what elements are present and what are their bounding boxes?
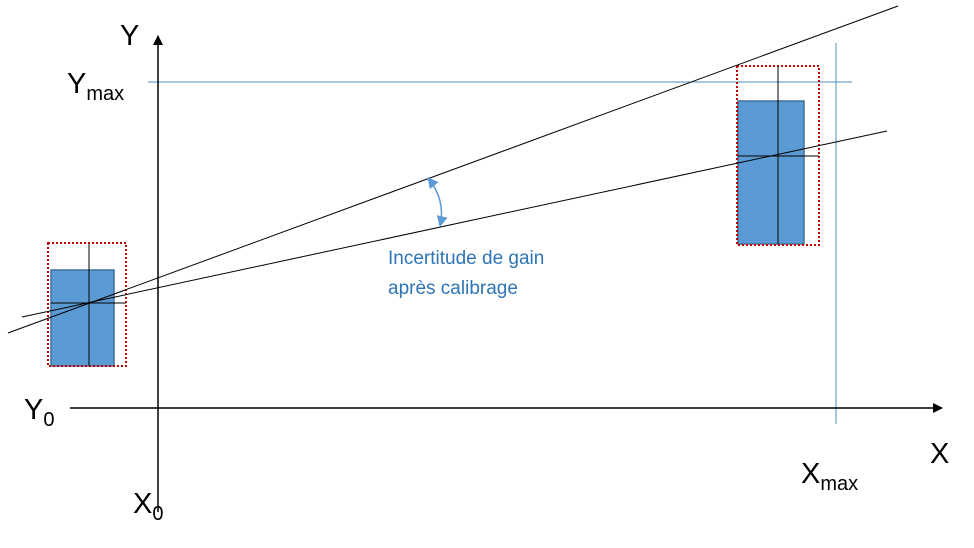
double-headed-arc-arrow-icon: [427, 177, 448, 228]
ymax-label: Ymax: [67, 68, 125, 105]
annotation-line-2: après calibrage: [388, 278, 518, 299]
xmax-label: Xmax: [801, 458, 859, 495]
annotation-line-1: Incertitude de gain: [388, 248, 545, 269]
gain-uncertainty-annotation: Incertitude de gain après calibrage: [388, 244, 544, 304]
shallow-fit-line: [21, 130, 888, 318]
right-crosshair: [738, 66, 819, 244]
left-tolerance-box: [47, 242, 127, 367]
right-error-box: [737, 100, 805, 245]
left-error-box: [50, 269, 115, 367]
y-axis-label: Y: [120, 20, 140, 52]
x0-label: X0: [133, 488, 164, 525]
steep-fit-line: [7, 5, 899, 334]
x-axis-label: X: [930, 438, 950, 470]
y0-label: Y0: [24, 394, 55, 431]
